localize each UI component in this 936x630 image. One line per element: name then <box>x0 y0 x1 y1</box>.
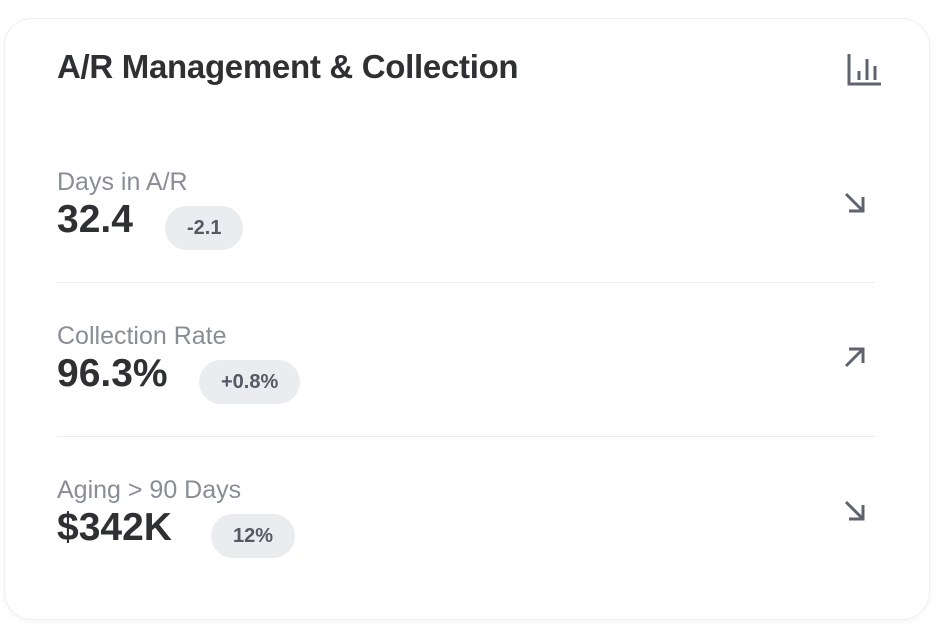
arrow-down-right-icon[interactable] <box>840 188 870 218</box>
metric-collection-rate[interactable]: Collection Rate 96.3% +0.8% <box>57 322 872 476</box>
divider <box>57 436 875 437</box>
bar-chart-icon[interactable] <box>842 50 882 90</box>
card-title: A/R Management & Collection <box>57 48 519 85</box>
metric-value: 32.4 <box>57 198 133 241</box>
change-badge: +0.8% <box>199 360 301 404</box>
metric-aging-90-days[interactable]: Aging > 90 Days $342K 12% <box>57 476 872 630</box>
metric-label: Collection Rate <box>57 322 227 350</box>
divider <box>57 282 875 283</box>
metric-label: Days in A/R <box>57 168 188 196</box>
arrow-down-right-icon[interactable] <box>840 496 870 526</box>
metric-label: Aging > 90 Days <box>57 476 242 504</box>
arrow-up-right-icon[interactable] <box>840 342 870 372</box>
metric-value: $342K <box>57 506 172 549</box>
metric-days-in-ar[interactable]: Days in A/R 32.4 -2.1 <box>57 168 872 322</box>
change-badge: 12% <box>211 514 296 558</box>
change-badge: -2.1 <box>165 206 244 250</box>
metric-value: 96.3% <box>57 352 168 395</box>
ar-management-card <box>4 18 930 620</box>
